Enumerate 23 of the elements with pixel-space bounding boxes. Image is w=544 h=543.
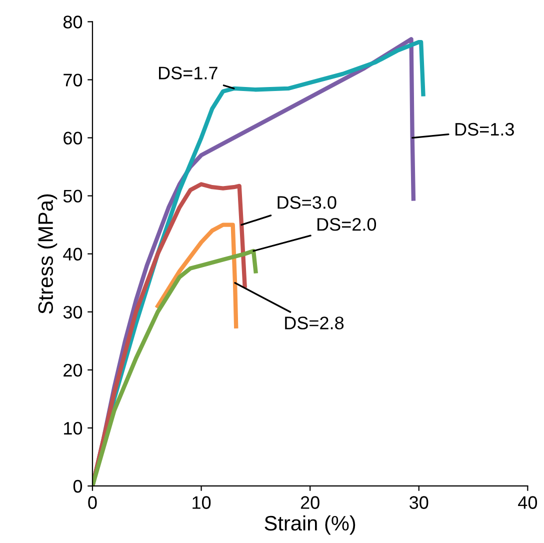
- x-tick-label: 30: [410, 496, 428, 509]
- y-axis-title: Stress (MPa): [38, 194, 58, 314]
- series-label: DS=1.7: [159, 66, 218, 80]
- y-tick-label: 20: [64, 364, 82, 377]
- y-tick-label: 40: [63, 248, 82, 261]
- x-tick-label: 0: [88, 496, 97, 509]
- x-axis-title: Strain (%): [264, 515, 356, 535]
- line-series: [92, 248, 258, 486]
- y-tick-label: 80: [63, 16, 82, 28]
- y-tick-label: 50: [63, 190, 82, 203]
- y-tick-label: 60: [64, 132, 82, 145]
- text: DS=3.0: [278, 196, 336, 209]
- x-tick-label: 20: [300, 496, 320, 509]
- y-tick-label: 10: [64, 422, 82, 435]
- text: DS=1.3: [456, 122, 514, 136]
- y-tick-label: 70: [64, 74, 82, 86]
- x-tick-label: 40: [518, 496, 538, 509]
- x-tick-label: 10: [192, 496, 211, 509]
- line-series: [156, 222, 238, 328]
- text: DS=2.0: [317, 218, 376, 231]
- y-tick-label: 0: [73, 480, 82, 493]
- y-tick-label: 30: [63, 306, 82, 319]
- text: DS=2.8: [285, 316, 344, 330]
